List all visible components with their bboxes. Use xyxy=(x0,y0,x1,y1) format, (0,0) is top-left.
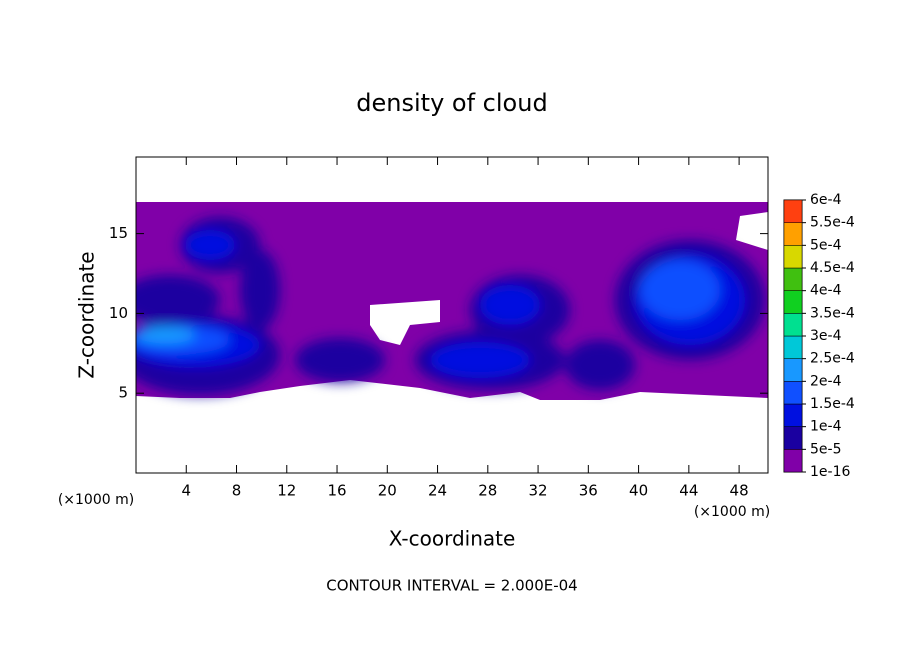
colorbar-label: 5e-4 xyxy=(810,237,842,253)
colorbar-band xyxy=(783,245,803,269)
x-tick-label: 12 xyxy=(277,482,296,500)
x-tick-label: 24 xyxy=(428,482,447,500)
x-tick-label: 4 xyxy=(181,482,191,500)
colorbar-band xyxy=(783,222,803,246)
colorbar-band xyxy=(783,290,803,314)
colorbar-band xyxy=(783,426,803,450)
colorbar-label: 4e-4 xyxy=(810,283,842,299)
x-units-label: (×1000 m) xyxy=(58,492,134,508)
colorbar-label: 1e-4 xyxy=(810,419,842,435)
colorbar-label: 3.5e-4 xyxy=(810,305,855,321)
colorbar-band xyxy=(783,267,803,291)
x-tick-label: 40 xyxy=(629,482,648,500)
colorbar-label: 3e-4 xyxy=(810,328,842,344)
footer-note: CONTOUR INTERVAL = 2.000E-04 xyxy=(326,577,577,595)
colorbar-band xyxy=(783,449,803,473)
x-tick-label: 28 xyxy=(478,482,497,500)
x-tick-label: 36 xyxy=(579,482,598,500)
colorbar-label: 4.5e-4 xyxy=(810,260,855,276)
colorbar-label: 2e-4 xyxy=(810,373,842,389)
x-tick-label: 20 xyxy=(378,482,397,500)
y-tick-label: 5 xyxy=(118,384,128,402)
x-axis-label: X-coordinate xyxy=(389,527,516,551)
x-tick-label: 44 xyxy=(679,482,698,500)
colorbar-label: 2.5e-4 xyxy=(810,351,855,367)
colorbar-label: 5.5e-4 xyxy=(810,215,855,231)
colorbar-band xyxy=(783,381,803,405)
colorbar-band xyxy=(783,199,803,223)
colorbar-band xyxy=(783,313,803,337)
colorbar-label: 1e-16 xyxy=(810,464,850,480)
y-tick-label: 15 xyxy=(109,224,128,242)
colorbar-band xyxy=(783,403,803,427)
contour-field xyxy=(136,202,768,400)
y-axis-label: Z-coordinate xyxy=(75,251,99,378)
colorbar-label: 5e-5 xyxy=(810,441,841,457)
colorbar-band xyxy=(783,358,803,382)
chart-title: density of cloud xyxy=(356,89,547,117)
x-tick-label: 8 xyxy=(232,482,242,500)
y-tick-label: 10 xyxy=(109,304,128,322)
colorbar-label: 6e-4 xyxy=(810,192,842,208)
x-tick-label: 16 xyxy=(327,482,346,500)
x-units-label: (×1000 m) xyxy=(694,504,770,520)
x-tick-label: 32 xyxy=(529,482,548,500)
colorbar-band xyxy=(783,335,803,359)
colorbar-label: 1.5e-4 xyxy=(810,396,855,412)
x-tick-label: 48 xyxy=(730,482,749,500)
plot-frame xyxy=(135,156,769,474)
